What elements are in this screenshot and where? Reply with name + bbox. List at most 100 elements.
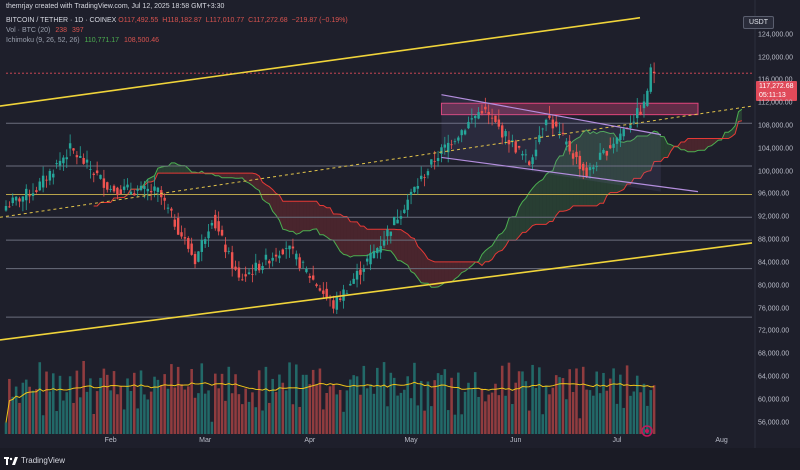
cloud-segment <box>184 165 189 174</box>
candle-body <box>379 246 382 253</box>
candle-body <box>642 101 646 109</box>
cloud-segment <box>603 131 607 204</box>
volume-bar <box>511 404 514 434</box>
volume-bars <box>4 360 656 434</box>
cloud-segment <box>654 131 658 162</box>
volume-bar <box>403 389 406 434</box>
volume-bar <box>325 392 328 434</box>
candle-body <box>521 153 524 156</box>
cloud-segment <box>252 173 256 189</box>
volume-ma-value: 397 <box>71 27 84 34</box>
volume-bar <box>48 391 52 434</box>
volume-bar <box>585 389 588 434</box>
volume-value: 238 <box>55 27 67 34</box>
cloud-segment <box>171 162 175 174</box>
volume-bar <box>396 395 399 434</box>
candle-body <box>52 173 55 178</box>
horizontal-levels <box>6 72 752 318</box>
candle-body <box>214 214 217 229</box>
channel-lower-line <box>0 242 753 341</box>
candle-body <box>318 288 322 291</box>
candle-body <box>345 292 349 294</box>
candle-body <box>403 209 406 213</box>
candle-body <box>308 276 312 278</box>
volume-bar <box>11 396 15 434</box>
candle-body <box>187 238 190 249</box>
price-tick: 124,000.00 <box>758 31 794 39</box>
candle-body <box>251 273 254 275</box>
candle-body <box>14 196 18 201</box>
cloud-segment <box>677 141 682 150</box>
gear-icon[interactable] <box>641 425 653 437</box>
candle-body <box>409 191 413 196</box>
currency-button[interactable]: USDT <box>742 16 774 29</box>
candle-body <box>359 269 362 275</box>
candle-body <box>575 151 578 158</box>
volume-bar <box>186 386 190 434</box>
cloud-segment <box>255 173 260 191</box>
candle-body <box>632 121 636 123</box>
tradingview-logo-icon <box>4 456 18 465</box>
cloud-segment <box>225 173 229 178</box>
price-tick: 116,000.00 <box>758 76 793 84</box>
candle-body <box>281 249 285 255</box>
candle-body <box>423 177 426 179</box>
volume-bar <box>642 383 646 434</box>
cloud-segment <box>454 261 459 279</box>
candle-body <box>82 157 85 164</box>
bar-countdown: 05:11:13 <box>759 92 786 99</box>
candle-body <box>119 189 122 195</box>
volume-bar <box>176 366 180 434</box>
cloud-segment <box>637 136 641 179</box>
candle-body <box>399 216 403 219</box>
price-tick: 68,000.00 <box>758 350 790 358</box>
change-value: −219.87 (−0.19%) <box>291 17 348 24</box>
volume-bar <box>163 374 166 434</box>
volume-bar <box>153 376 156 434</box>
candle-body <box>487 112 490 115</box>
volume-bar <box>129 390 133 434</box>
volume-bar <box>315 384 318 434</box>
candle-body <box>322 290 325 294</box>
cloud-segment <box>562 147 567 212</box>
symbol-legend[interactable]: BITCOIN / TETHER · 1D · COINEX O117,492.… <box>6 17 348 24</box>
candle-body <box>220 229 224 236</box>
candle-body <box>609 145 612 149</box>
candle-body <box>89 169 92 170</box>
cloud-segment <box>512 216 516 241</box>
volume-bar <box>565 399 568 434</box>
volume-bar <box>527 410 531 434</box>
ichimoku-legend[interactable]: Ichimoku (9, 26, 52, 26) 110,771.17 108,… <box>6 37 159 44</box>
volume-bar <box>595 371 599 434</box>
cloud-segment <box>542 174 547 225</box>
time-tick: Mar <box>199 437 212 444</box>
volume-legend[interactable]: Vol · BTC (20) 238 397 <box>6 27 84 34</box>
candle-body <box>419 175 423 180</box>
volume-bar <box>575 368 578 434</box>
candle-body <box>25 188 28 201</box>
cloud-segment <box>397 229 401 261</box>
volume-bar <box>288 362 291 434</box>
cloud-segment <box>326 207 331 240</box>
volume-bar <box>28 386 31 434</box>
footer-brand[interactable]: TradingView <box>4 456 65 465</box>
volume-bar <box>227 366 231 434</box>
cloud-segment <box>650 131 655 171</box>
candle-body <box>372 250 376 258</box>
cloud-segment <box>502 228 506 251</box>
candle-body <box>133 193 136 196</box>
volume-bar <box>332 384 335 434</box>
candle-body <box>561 132 565 135</box>
volume-bar <box>446 410 450 434</box>
cloud-segment <box>394 229 398 261</box>
cloud-segment <box>242 173 246 182</box>
ichimoku-lead-a-value: 110,771.17 <box>84 37 120 44</box>
price-tick: 108,000.00 <box>758 122 794 130</box>
volume-bar <box>558 377 561 434</box>
volume-bar <box>146 399 150 434</box>
volume-bar <box>241 404 244 434</box>
candle-body <box>75 155 79 158</box>
candle-body <box>629 125 632 129</box>
volume-bar <box>207 390 210 434</box>
